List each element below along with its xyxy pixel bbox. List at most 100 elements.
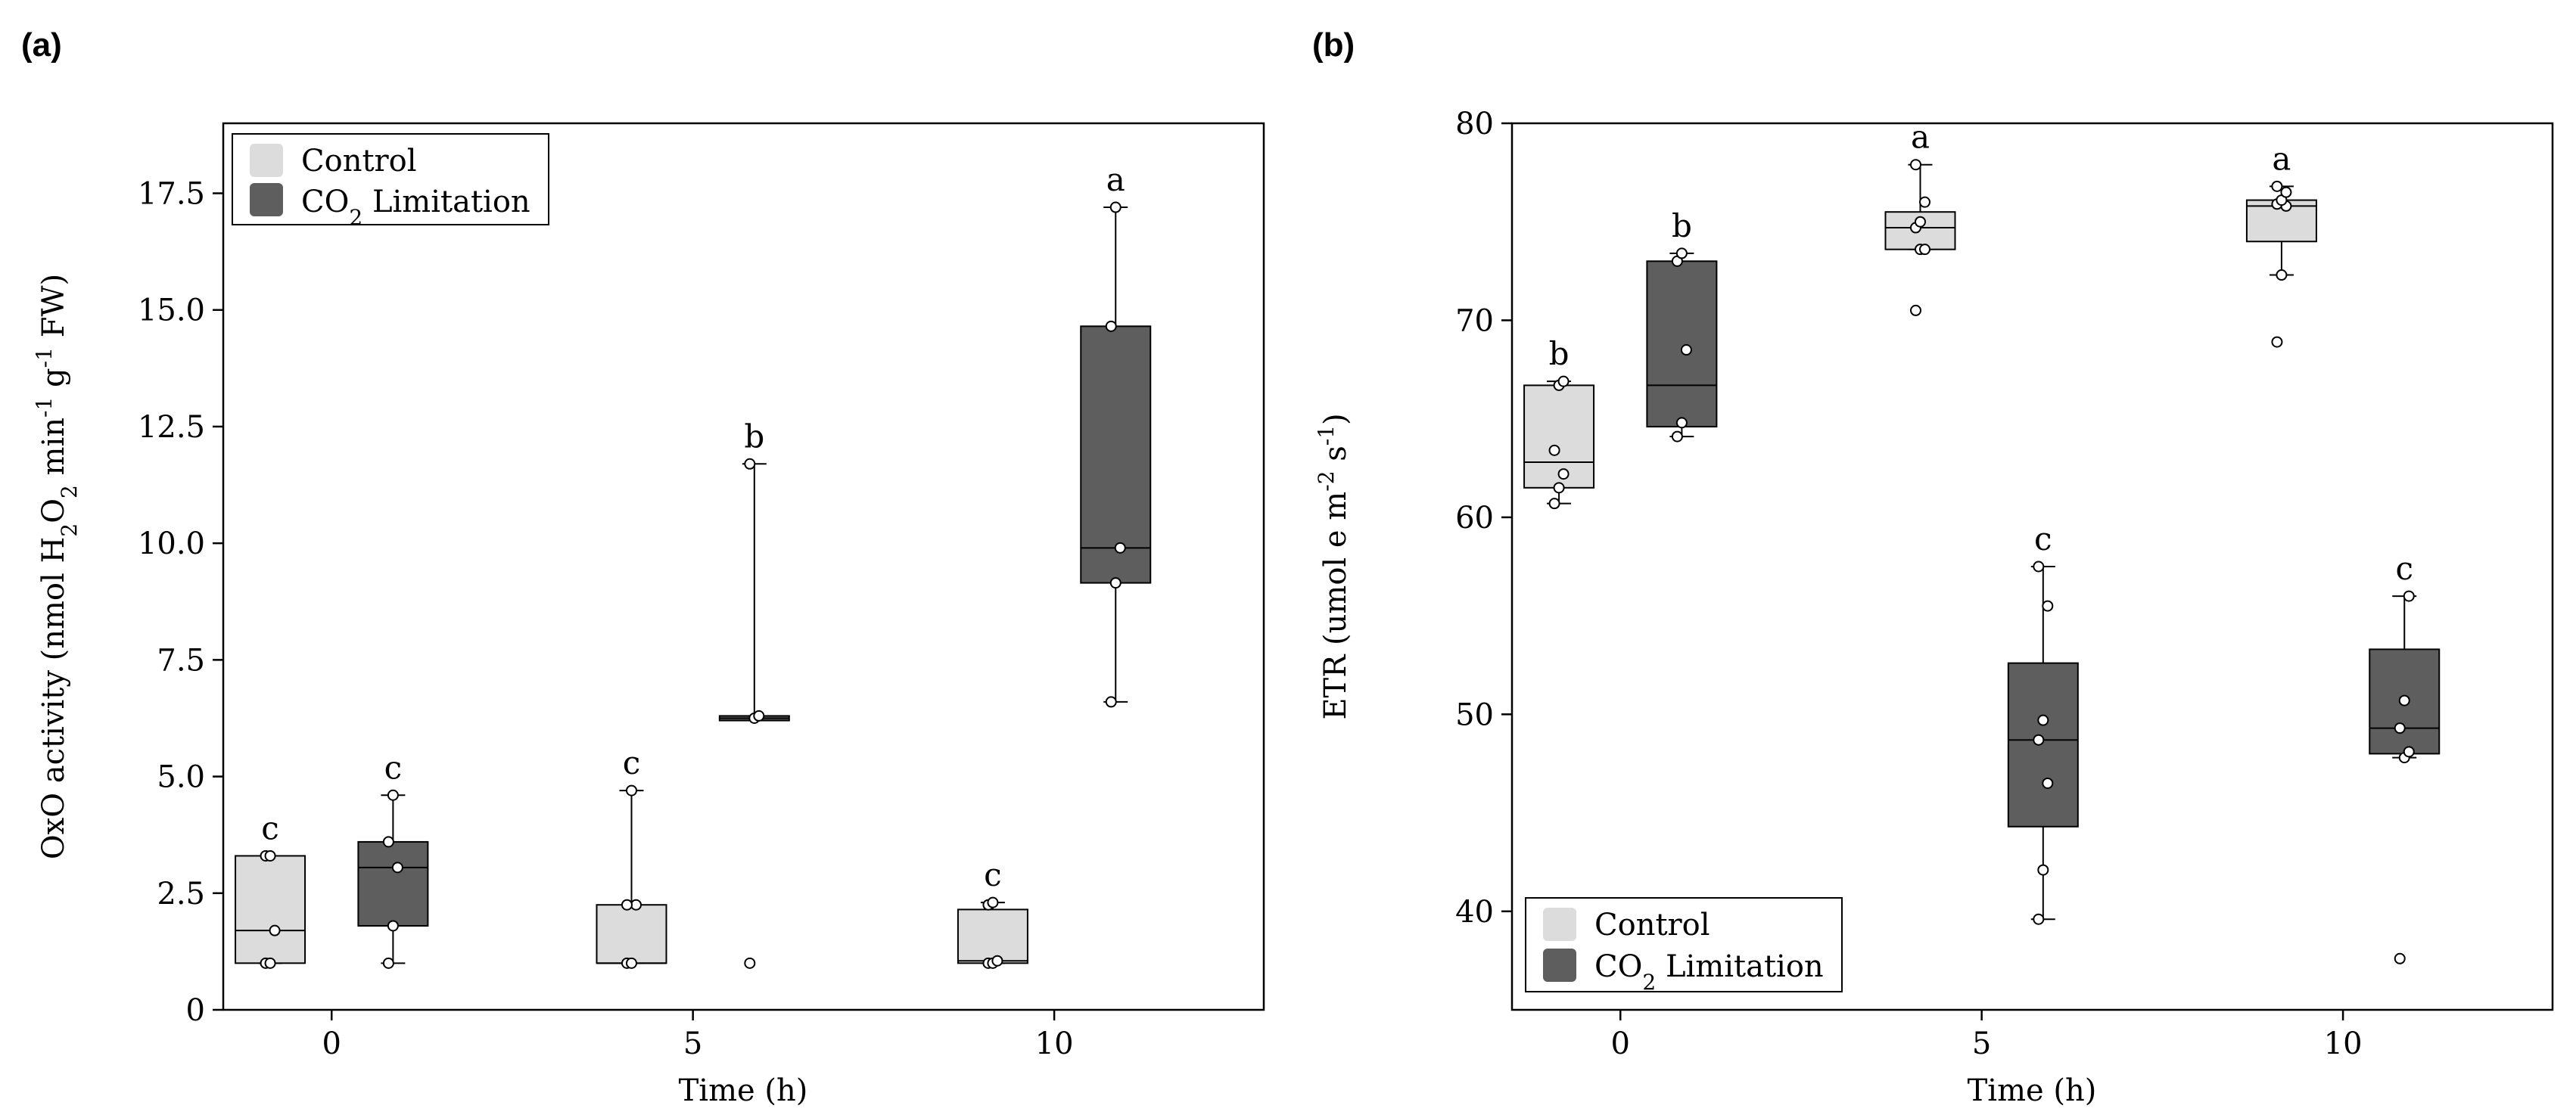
- panel-a-boxes: c c c c b a: [235, 161, 1152, 969]
- data-point: [1675, 247, 1688, 259]
- panel-b-legend-swatch-co2: [1543, 949, 1576, 982]
- data-point: [382, 836, 394, 848]
- x-tick-label: 10: [1035, 1026, 1074, 1061]
- box-control: c: [235, 809, 306, 969]
- panel-a-x-axis: 0 5 10: [322, 1010, 1074, 1061]
- ylabel-a-sub1: 2: [57, 523, 82, 537]
- y-tick-label: 80: [1455, 107, 1494, 141]
- y-tick-label: 5.0: [157, 760, 205, 795]
- panel-a-legend-frame: [232, 133, 549, 225]
- panel-a-x-axis-label: Time (h): [679, 1073, 808, 1108]
- ylabel-b-s: s: [1318, 446, 1353, 470]
- data-point: [1680, 344, 1692, 356]
- ylabel-b-main: ETR (umol e m: [1318, 492, 1353, 720]
- data-point: [991, 955, 1003, 967]
- panel-a-label: (a): [21, 26, 62, 64]
- box-control: c: [957, 856, 1028, 969]
- significance-letter: c: [261, 809, 279, 846]
- legend-b-post: Limitation: [1656, 949, 1823, 984]
- data-point: [382, 957, 394, 969]
- data-point: [2042, 777, 2054, 789]
- data-point: [744, 458, 756, 470]
- data-point: [1557, 375, 1570, 387]
- significance-letter: c: [623, 744, 641, 781]
- data-point: [2403, 746, 2415, 758]
- data-point: [2271, 180, 2283, 192]
- significance-letter: c: [384, 749, 403, 786]
- y-tick-label: 0: [186, 993, 205, 1028]
- panel-a-y-axis-label: OxO activity (nmol H2O2 min-1 g-1 FW): [32, 274, 82, 859]
- data-point: [1918, 196, 1930, 208]
- y-tick-label: 2.5: [157, 877, 205, 911]
- panel-a-legend-control: Control: [301, 144, 417, 179]
- box-co2: b: [1646, 207, 1718, 443]
- box-co2: c: [2369, 550, 2441, 964]
- data-point: [2042, 600, 2054, 612]
- y-tick-label: 50: [1455, 697, 1494, 732]
- panel-b-legend-control: Control: [1594, 908, 1710, 943]
- y-tick-label: 17.5: [138, 177, 205, 212]
- box-control: a: [2245, 140, 2317, 348]
- x-tick-label: 0: [322, 1026, 341, 1061]
- panel-b-legend: Control CO2 Limitation: [1525, 897, 1843, 995]
- legend-a-post: Limitation: [362, 185, 530, 219]
- y-tick-label: 40: [1455, 895, 1494, 930]
- y-tick-label: 15.0: [138, 293, 205, 328]
- significance-letter: b: [1549, 335, 1570, 372]
- significance-letter: c: [2034, 520, 2052, 557]
- data-point: [621, 899, 633, 911]
- data-point: [1909, 159, 1921, 171]
- box-iqr: [2007, 662, 2079, 828]
- ylabel-a-fw: FW): [36, 274, 71, 347]
- ylabel-a-main: OxO activity (nmol H: [36, 537, 71, 860]
- data-point: [1553, 482, 1565, 494]
- panel-b-legend-swatch-control: [1543, 908, 1576, 941]
- significance-letter: b: [744, 418, 764, 455]
- significance-letter: c: [2395, 550, 2413, 587]
- data-point: [625, 957, 637, 969]
- legend-a-co: CO: [301, 185, 349, 219]
- panel-a-legend-swatch-control: [250, 144, 283, 177]
- data-point: [387, 789, 399, 801]
- data-point: [2394, 952, 2406, 964]
- panel-a-legend-swatch-co2: [250, 183, 283, 216]
- data-point: [1675, 417, 1688, 429]
- box-co2: b: [718, 418, 790, 969]
- panel-b-boxes: b a a b c c: [1523, 119, 2441, 964]
- y-tick-label: 10.0: [138, 526, 205, 561]
- legend-b-sub: 2: [1642, 970, 1656, 995]
- data-point: [1105, 320, 1117, 332]
- data-point: [2037, 714, 2049, 726]
- data-point: [2280, 186, 2292, 198]
- panel-a-legend-co2: CO2 Limitation: [301, 185, 530, 230]
- x-tick-label: 5: [683, 1026, 702, 1061]
- box-iqr: [357, 840, 429, 927]
- ylabel-b-sup-m: -2: [1314, 470, 1339, 491]
- data-point: [744, 957, 756, 969]
- data-point: [1671, 430, 1683, 443]
- panel-b-x-axis: 0 5 10: [1611, 1010, 2363, 1061]
- panel-a-y-axis: 0 2.5 5.0 7.5 10.0 12.5 15.0 17.5: [138, 177, 223, 1028]
- data-point: [1109, 577, 1122, 589]
- data-point: [987, 896, 999, 908]
- data-point: [264, 849, 276, 862]
- data-point: [2037, 864, 2049, 876]
- significance-letter: b: [1672, 207, 1692, 244]
- y-tick-label: 60: [1455, 501, 1494, 536]
- x-tick-label: 0: [1611, 1026, 1630, 1061]
- panel-b-y-axis: 40 50 60 70 80: [1455, 107, 1512, 930]
- data-point: [269, 924, 281, 936]
- data-point: [1914, 216, 1926, 228]
- ylabel-b-sup-s: -1: [1314, 425, 1339, 446]
- ylabel-b-close: ): [1318, 413, 1353, 425]
- data-point: [1109, 201, 1122, 213]
- data-point: [1548, 498, 1560, 510]
- box-control: b: [1523, 335, 1595, 510]
- panel-b-x-axis-label: Time (h): [1968, 1073, 2097, 1108]
- box-control: c: [596, 744, 667, 969]
- box-co2: c: [357, 749, 429, 969]
- data-point: [1909, 304, 1921, 316]
- data-point: [1918, 244, 1930, 256]
- box-co2: a: [1080, 161, 1152, 708]
- y-tick-label: 7.5: [157, 643, 205, 678]
